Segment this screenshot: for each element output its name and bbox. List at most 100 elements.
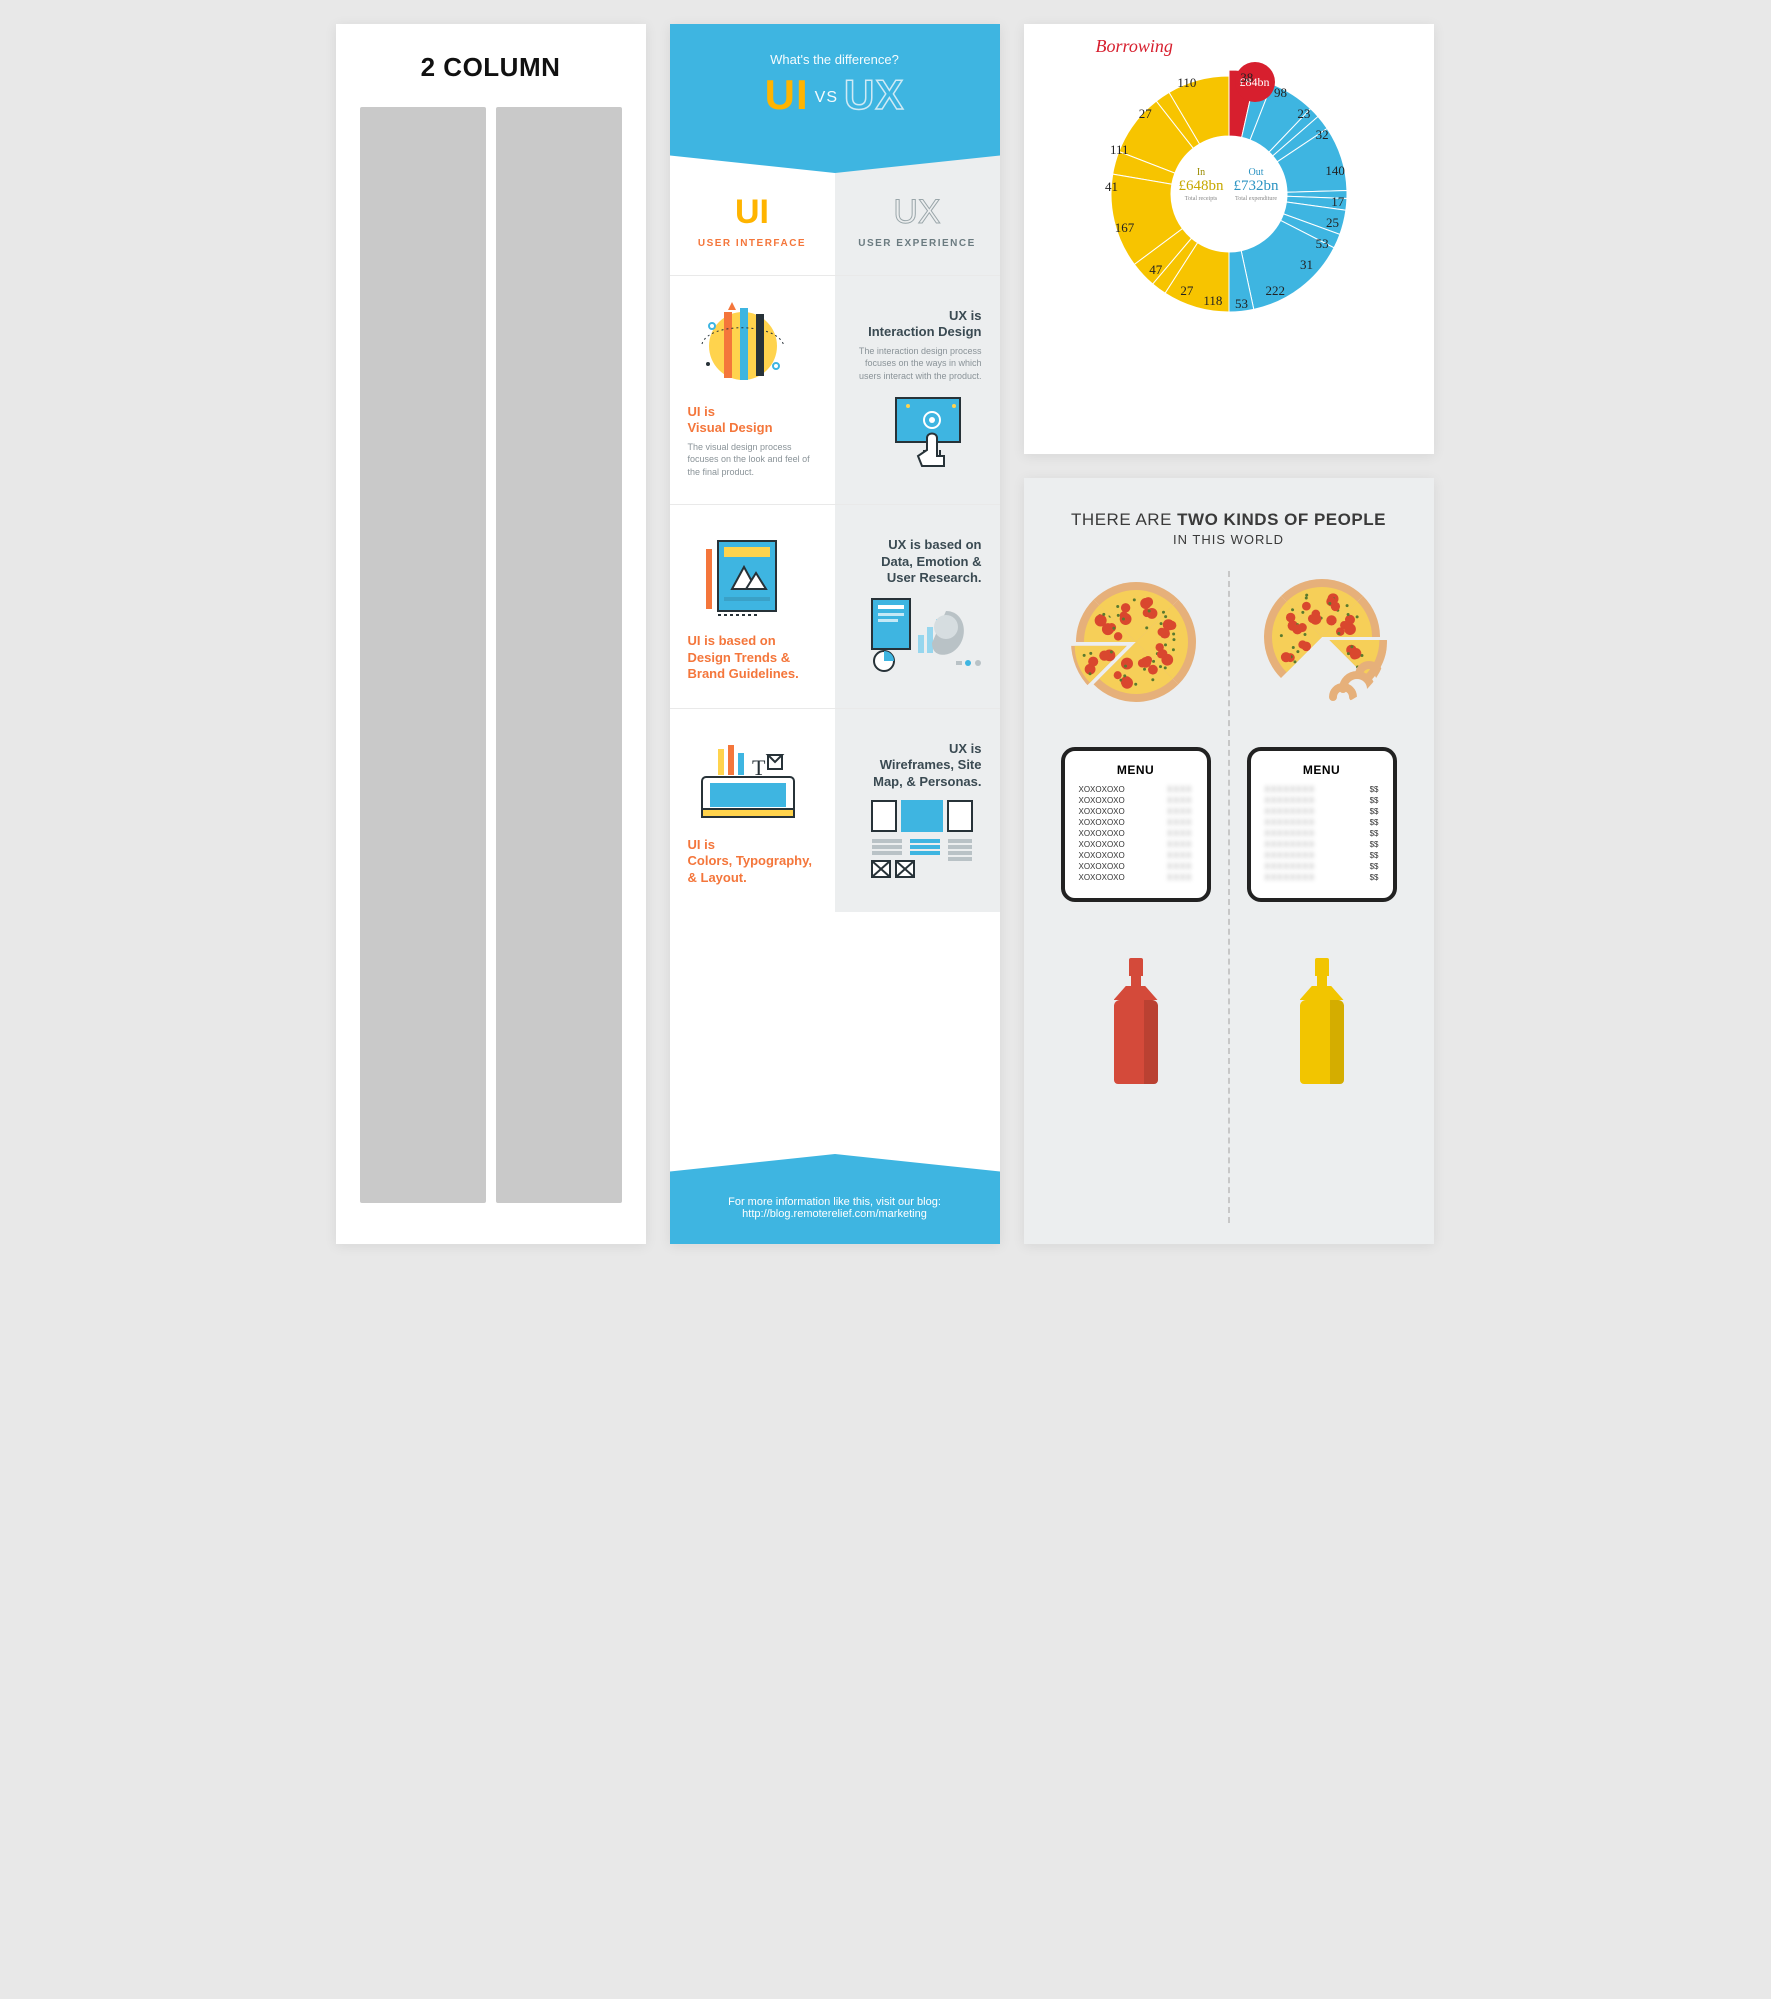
column-placeholder-2 (496, 107, 622, 1203)
panel-a-title: 2 COLUMN (360, 52, 622, 83)
user-research-icon (853, 586, 982, 682)
two-kinds-heading: THERE ARE TWO KINDS OF PEOPLE (1044, 510, 1414, 530)
heading-pre: THERE ARE (1071, 510, 1177, 529)
definitions-row: UI USER INTERFACE UX USER EXPERIENCE (670, 155, 1000, 276)
donut-value-label: 98 (1274, 86, 1287, 104)
donut-chart: £84bn In £648bn Total receipts Out £732b… (1099, 64, 1359, 324)
row3-ui: T UI is Colors, Typography, & Layout. (670, 709, 835, 912)
row3-ui-title: UI is Colors, Typography, & Layout. (688, 837, 817, 886)
center-out-label: Out (1233, 167, 1280, 178)
center-in-value: £648bn (1178, 178, 1225, 195)
donut-value-label: 111 (1110, 143, 1129, 161)
donut-value-label: 27 (1180, 284, 1193, 302)
borrowing-title: Borrowing (1096, 36, 1173, 57)
row1-ui-body: The visual design process focuses on the… (688, 441, 817, 479)
hero-ux-text: UX (844, 71, 904, 118)
donut-value-label: 38 (1240, 71, 1253, 89)
donut-value-label: 167 (1115, 221, 1135, 239)
left-person-column: MENU XOXOXOXOXXXX XOXOXOXOXXXX XOXOXOXOXXX… (1044, 571, 1230, 1223)
footer-line1: For more information like this, visit ou… (682, 1196, 988, 1208)
def-ui-big: UI (682, 193, 823, 232)
menu-row: XXXXXXXX$$ (1265, 818, 1379, 827)
row3-ux: UX is Wireframes, Site Map, & Personas. (835, 709, 1000, 912)
donut-value-label: 53 (1316, 237, 1329, 255)
donut-value-label: 222 (1266, 284, 1286, 302)
menu-right: MENU XXXXXXXX$$ XXXXXXXX$$ XXXXXXXX$$ XXXXX… (1247, 747, 1397, 902)
def-ui: UI USER INTERFACE (670, 155, 835, 275)
donut-value-label: 27 (1139, 107, 1152, 125)
column-placeholder-1 (360, 107, 486, 1203)
menu-row: XXXXXXXX$$ (1265, 829, 1379, 838)
donut-value-label: 53 (1235, 297, 1248, 315)
hero-subtitle: What's the difference? (686, 52, 984, 67)
center-out: Out £732bn Total expenditure (1229, 139, 1284, 249)
row1-ux-title: UX is Interaction Design (853, 308, 982, 341)
two-kinds-sub: IN THIS WORLD (1044, 532, 1414, 547)
comparison-row-2: UI is based on Design Trends & Brand Gui… (670, 505, 1000, 709)
donut-value-label: 47 (1149, 263, 1162, 281)
center-in-label: In (1178, 167, 1225, 178)
comparison-row-3: T UI is Colors, Typography, & Layout. UX… (670, 709, 1000, 912)
right-person-column: MENU XXXXXXXX$$ XXXXXXXX$$ XXXXXXXX$$ XXXXX… (1230, 571, 1414, 1223)
row3-ux-title: UX is Wireframes, Site Map, & Personas. (853, 741, 982, 790)
panel-two-kinds: THERE ARE TWO KINDS OF PEOPLE IN THIS WO… (1024, 478, 1434, 1244)
menu-row: XOXOXOXOXXXX (1079, 840, 1193, 849)
footer-line2: http://blog.remoterelief.com/marketing (682, 1208, 988, 1220)
menu-row: XOXOXOXOXXXX (1079, 862, 1193, 871)
interaction-design-icon (853, 382, 982, 478)
two-kinds-columns: MENU XOXOXOXOXXXX XOXOXOXOXXXX XOXOXOXOXXX… (1044, 571, 1414, 1223)
menu-right-title: MENU (1265, 763, 1379, 777)
center-in-sub: Total receipts (1178, 196, 1225, 202)
menu-row: XOXOXOXOXXXX (1079, 785, 1193, 794)
def-ux-big: UX (847, 193, 988, 232)
menu-row: XOXOXOXOXXXX (1079, 829, 1193, 838)
donut-value-label: 17 (1331, 195, 1344, 213)
menu-row: XOXOXOXOXXXX (1079, 807, 1193, 816)
mustard-bottle-icon (1300, 958, 1344, 1078)
svg-text:T: T (752, 755, 766, 780)
menu-row: XXXXXXXX$$ (1265, 851, 1379, 860)
menu-row: XXXXXXXX$$ (1265, 785, 1379, 794)
def-ui-sub: USER INTERFACE (682, 238, 823, 249)
center-out-sub: Total expenditure (1233, 196, 1280, 202)
donut-value-label: 23 (1297, 107, 1310, 125)
def-ux: UX USER EXPERIENCE (835, 155, 1000, 275)
hero-ui-text: UI (765, 71, 809, 118)
wireframes-icon (853, 790, 982, 886)
menu-row: XOXOXOXOXXXX (1079, 796, 1193, 805)
menu-left-title: MENU (1079, 763, 1193, 777)
menu-row: XXXXXXXX$$ (1265, 796, 1379, 805)
ketchup-bottle-icon (1114, 958, 1158, 1078)
menu-row: XXXXXXXX$$ (1265, 873, 1379, 882)
visual-design-icon (688, 298, 817, 394)
two-column-placeholder (360, 107, 622, 1203)
comparison-row-1: UI is Visual Design The visual design pr… (670, 276, 1000, 505)
row1-ux-body: The interaction design process focuses o… (853, 345, 982, 383)
hero: What's the difference? UIVSUX (670, 24, 1000, 155)
heading-bold: TWO KINDS OF PEOPLE (1177, 510, 1386, 529)
donut-value-label: 32 (1316, 128, 1329, 146)
def-ux-sub: USER EXPERIENCE (847, 238, 988, 249)
donut-value-label: 31 (1300, 258, 1313, 276)
row1-ui: UI is Visual Design The visual design pr… (670, 276, 835, 504)
typography-layout-icon: T (688, 731, 817, 827)
panel-budget-donut: Borrowing £84bn In £648bn Total receipts… (1024, 24, 1434, 454)
menu-row: XOXOXOXOXXXX (1079, 873, 1193, 882)
panel-ui-vs-ux: What's the difference? UIVSUX UI USER IN… (670, 24, 1000, 1244)
panel-two-column-wireframe: 2 COLUMN (336, 24, 646, 1244)
row2-ux-title: UX is based on Data, Emotion & User Rese… (853, 537, 982, 586)
menu-row: XXXXXXXX$$ (1265, 862, 1379, 871)
menu-row: XOXOXOXOXXXX (1079, 818, 1193, 827)
footer: For more information like this, visit ou… (670, 1172, 1000, 1244)
donut-value-label: 110 (1177, 76, 1196, 94)
donut-value-label: 25 (1326, 216, 1339, 234)
row1-ux: UX is Interaction Design The interaction… (835, 276, 1000, 504)
menu-row: XOXOXOXOXXXX (1079, 851, 1193, 860)
menu-row: XXXXXXXX$$ (1265, 840, 1379, 849)
row2-ui: UI is based on Design Trends & Brand Gui… (670, 505, 835, 708)
menu-row: XXXXXXXX$$ (1265, 807, 1379, 816)
row2-ux: UX is based on Data, Emotion & User Rese… (835, 505, 1000, 708)
hero-title: UIVSUX (686, 71, 984, 119)
pizza-messy-icon (1257, 577, 1387, 707)
menu-left: MENU XOXOXOXOXXXX XOXOXOXOXXXX XOXOXOXOXXX… (1061, 747, 1211, 902)
